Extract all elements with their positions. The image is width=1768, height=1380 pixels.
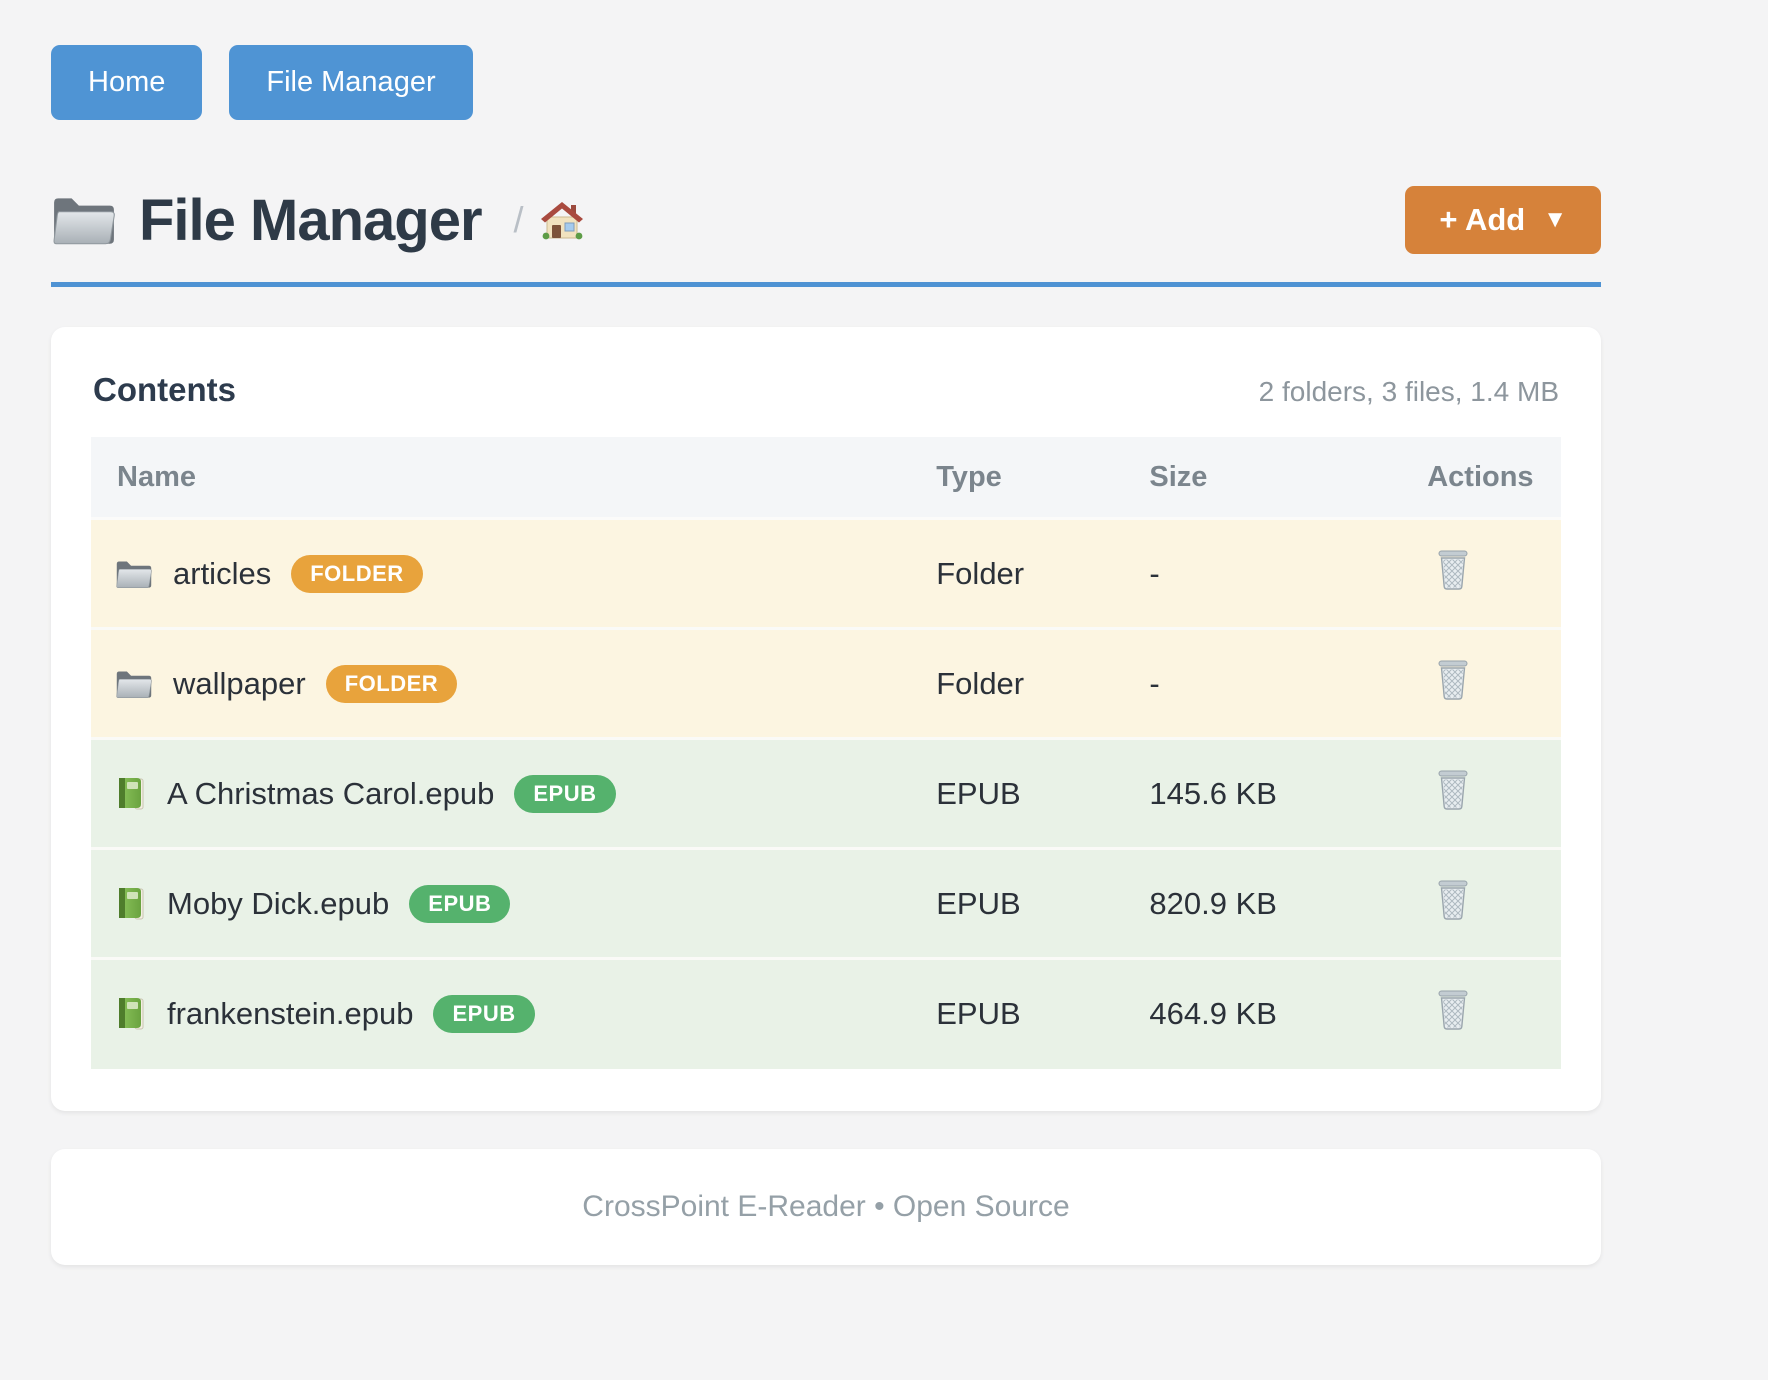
delete-button[interactable] xyxy=(1427,879,1469,920)
page-title-group: File Manager / xyxy=(51,187,584,254)
trash-icon xyxy=(1438,549,1468,590)
file-type: EPUB xyxy=(936,958,1150,1069)
column-header-name: Name xyxy=(91,437,937,520)
type-badge: EPUB xyxy=(409,884,511,923)
file-name-cell: wallpaper FOLDER xyxy=(91,664,936,703)
file-name[interactable]: Moby Dick.epub xyxy=(167,885,390,921)
contents-summary: 2 folders, 3 files, 1.4 MB xyxy=(1258,376,1559,407)
file-type: Folder xyxy=(936,628,1150,740)
folder-icon xyxy=(116,560,152,588)
footer: CrossPoint E-Reader • Open Source xyxy=(51,1148,1601,1265)
file-size: 820.9 KB xyxy=(1149,848,1428,960)
file-type: EPUB xyxy=(936,848,1150,960)
column-header-actions: Actions xyxy=(1427,437,1561,520)
contents-card-header: Contents 2 folders, 3 files, 1.4 MB xyxy=(91,363,1561,437)
trash-icon xyxy=(1438,659,1468,700)
delete-button[interactable] xyxy=(1427,769,1469,810)
breadcrumb: / xyxy=(514,199,584,241)
file-table-header: Name Type Size Actions xyxy=(91,437,1561,520)
file-manager-button[interactable]: File Manager xyxy=(229,45,473,120)
file-size: - xyxy=(1149,518,1428,630)
caret-down-icon: ▼ xyxy=(1543,206,1567,233)
file-table-body: articles FOLDER Folder - wallpaper xyxy=(91,518,1561,1069)
file-size: 464.9 KB xyxy=(1149,958,1428,1069)
file-name[interactable]: articles xyxy=(173,555,272,591)
file-name-cell: frankenstein.epub EPUB xyxy=(91,995,936,1034)
book-icon xyxy=(118,777,144,809)
file-type: EPUB xyxy=(936,738,1150,850)
contents-card: Contents 2 folders, 3 files, 1.4 MB Name… xyxy=(51,327,1601,1111)
file-manager-page: Home File Manager File Manager / + Add ▼… xyxy=(51,45,1601,1265)
delete-button[interactable] xyxy=(1427,659,1469,700)
contents-title: Contents xyxy=(93,371,236,408)
file-table: Name Type Size Actions articles FOLDER F… xyxy=(91,437,1561,1069)
table-row[interactable]: Moby Dick.epub EPUB EPUB 820.9 KB xyxy=(91,848,1561,960)
file-name[interactable]: frankenstein.epub xyxy=(167,996,414,1032)
trash-icon xyxy=(1438,990,1468,1030)
type-badge: EPUB xyxy=(433,995,535,1034)
page-header: File Manager / + Add ▼ xyxy=(51,186,1601,254)
add-button[interactable]: + Add ▼ xyxy=(1405,186,1601,254)
file-name-cell: articles FOLDER xyxy=(91,554,936,593)
table-row[interactable]: wallpaper FOLDER Folder - xyxy=(91,628,1561,740)
type-badge: EPUB xyxy=(514,774,616,813)
trash-icon xyxy=(1438,879,1468,920)
file-size: 145.6 KB xyxy=(1149,738,1428,850)
add-button-label: + Add xyxy=(1439,202,1526,237)
delete-button[interactable] xyxy=(1427,990,1469,1030)
breadcrumb-separator: / xyxy=(513,199,524,240)
file-name[interactable]: A Christmas Carol.epub xyxy=(167,775,495,811)
file-name[interactable]: wallpaper xyxy=(173,665,306,701)
book-icon xyxy=(118,887,144,919)
top-navigation: Home File Manager xyxy=(51,45,1601,120)
home-button[interactable]: Home xyxy=(51,45,203,120)
file-type: Folder xyxy=(936,518,1150,630)
type-badge: FOLDER xyxy=(325,664,458,703)
file-name-cell: Moby Dick.epub EPUB xyxy=(91,884,936,923)
home-icon[interactable] xyxy=(540,200,584,240)
footer-text: CrossPoint E-Reader • Open Source xyxy=(582,1189,1070,1223)
table-row[interactable]: frankenstein.epub EPUB EPUB 464.9 KB xyxy=(91,958,1561,1069)
type-badge: FOLDER xyxy=(291,554,423,593)
folder-icon xyxy=(53,197,115,245)
table-row[interactable]: A Christmas Carol.epub EPUB EPUB 145.6 K… xyxy=(91,738,1561,850)
delete-button[interactable] xyxy=(1427,549,1469,590)
column-header-size: Size xyxy=(1149,437,1428,520)
file-size: - xyxy=(1149,628,1428,740)
table-row[interactable]: articles FOLDER Folder - xyxy=(91,518,1561,630)
header-divider xyxy=(51,282,1601,287)
trash-icon xyxy=(1438,769,1468,810)
column-header-type: Type xyxy=(936,437,1150,520)
file-name-cell: A Christmas Carol.epub EPUB xyxy=(91,774,936,813)
page-title: File Manager xyxy=(139,187,483,253)
folder-icon xyxy=(116,670,152,698)
book-icon xyxy=(118,997,144,1030)
